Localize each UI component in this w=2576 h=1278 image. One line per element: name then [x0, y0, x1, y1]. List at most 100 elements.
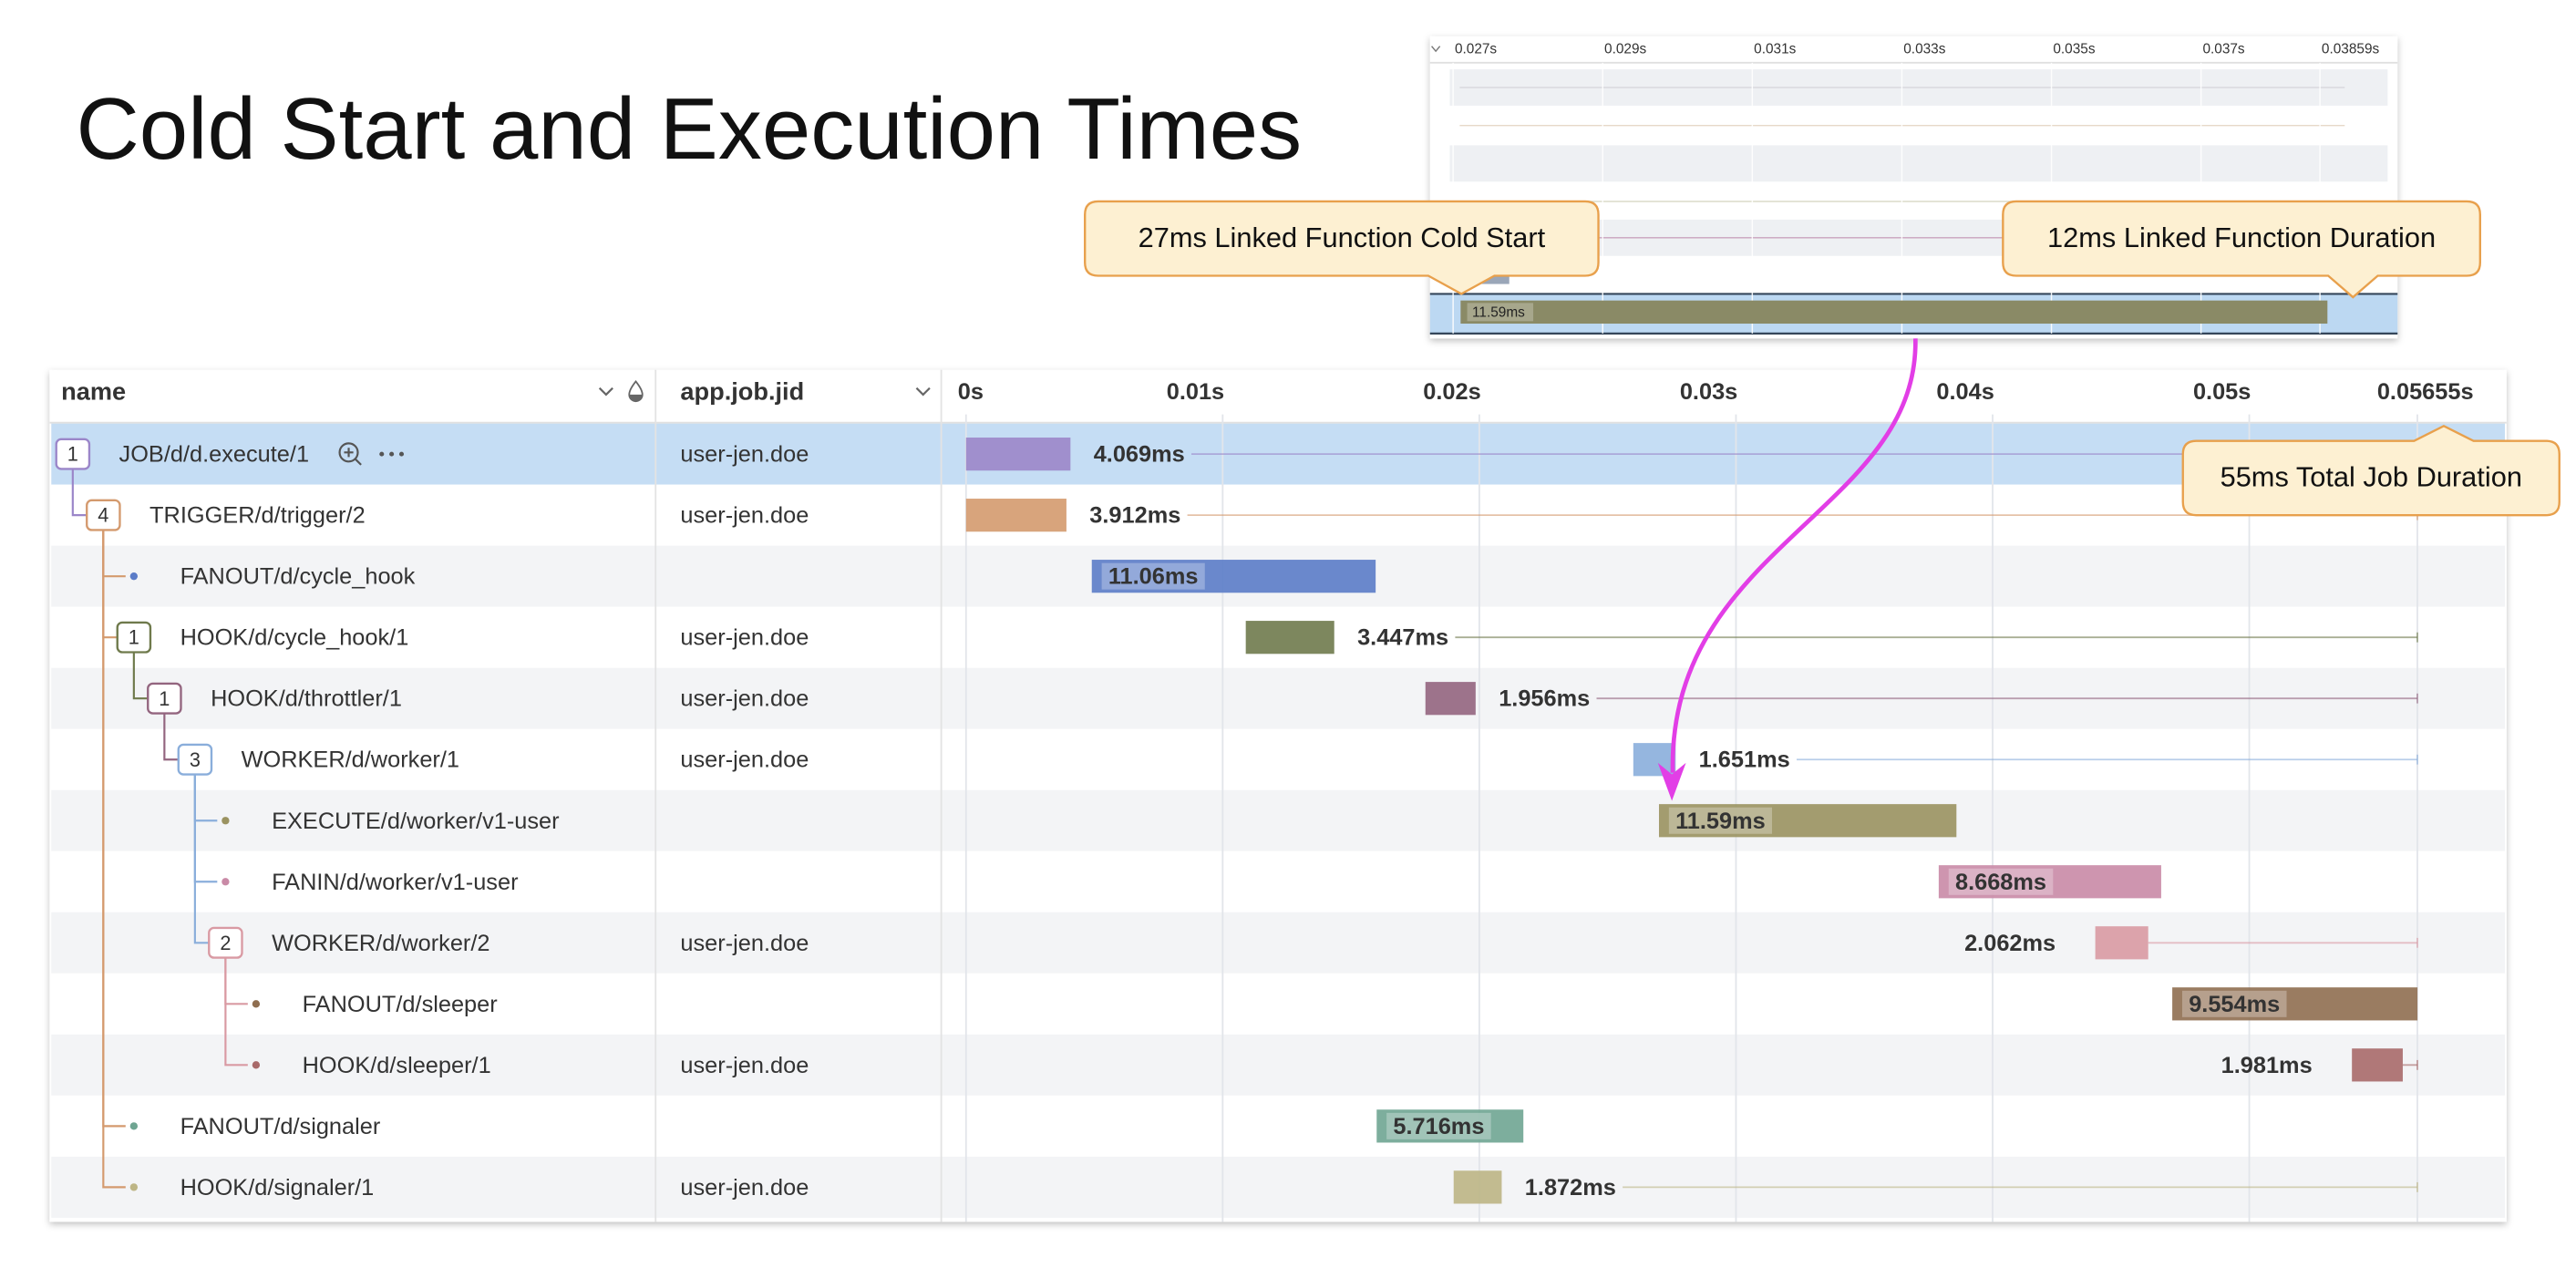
- span-label-bg: [1101, 562, 1205, 590]
- collapse-chevron: [1431, 46, 1441, 53]
- callout-box: [2002, 200, 2481, 299]
- leaf-dot: [129, 1122, 139, 1130]
- column-header[interactable]: app.job.jid: [680, 376, 804, 405]
- span-bar[interactable]: [2352, 1048, 2403, 1082]
- span-name[interactable]: WORKER/d/worker/2: [272, 931, 489, 956]
- more-icon-dot[interactable]: [379, 451, 385, 457]
- leaf-dot: [129, 1183, 139, 1191]
- span-duration-label: 8.668ms: [1955, 870, 2046, 895]
- span-duration-label: 2.062ms: [1964, 931, 2056, 956]
- more-icon-dot[interactable]: [398, 451, 405, 457]
- overview-span-bar: [1460, 300, 2328, 325]
- span-name[interactable]: FANOUT/d/cycle_hook: [180, 564, 416, 590]
- job-id: user-jen.doe: [680, 503, 809, 529]
- job-id: user-jen.doe: [680, 686, 809, 712]
- span-bar[interactable]: [2095, 926, 2148, 960]
- span-bar[interactable]: [1658, 804, 1957, 838]
- span-bar[interactable]: [1091, 560, 1376, 593]
- job-id: user-jen.doe: [680, 625, 809, 651]
- callout-text: 12ms Linked Function Duration: [2047, 222, 2436, 253]
- overview-tick-label: 0.027s: [1455, 41, 1497, 57]
- span-bar[interactable]: [2172, 987, 2418, 1021]
- leaf-dot: [222, 817, 230, 825]
- overview-span-label-bg: [1467, 303, 1534, 322]
- child-count-badge[interactable]: [147, 682, 182, 715]
- job-id: user-jen.doe: [680, 1175, 809, 1201]
- span-duration-label: 5.716ms: [1393, 1114, 1484, 1139]
- sort-chevron[interactable]: [598, 386, 613, 397]
- span-name[interactable]: HOOK/d/signaler/1: [180, 1175, 375, 1201]
- overview-tick-label: 0.037s: [2202, 41, 2244, 57]
- child-count-badge[interactable]: [55, 438, 91, 470]
- span-name[interactable]: HOOK/d/cycle_hook/1: [180, 625, 409, 651]
- span-duration-label: 4.069ms: [1094, 442, 1185, 468]
- pointer-arrow: [1670, 338, 1918, 773]
- row-bg[interactable]: [51, 1034, 2505, 1096]
- child-count-badge[interactable]: [177, 743, 213, 776]
- child-count-badge[interactable]: [116, 621, 152, 654]
- span-name[interactable]: HOOK/d/throttler/1: [211, 686, 402, 712]
- span-bar[interactable]: [1938, 865, 2161, 899]
- span-bar[interactable]: [1633, 743, 1676, 777]
- span-name[interactable]: EXECUTE/d/worker/v1-user: [272, 809, 560, 834]
- span-bar[interactable]: [1245, 621, 1334, 654]
- child-count: 1: [159, 687, 170, 710]
- callout-box: [1084, 200, 1600, 295]
- overview-tick-label: 0.035s: [2053, 41, 2095, 57]
- job-id: user-jen.doe: [680, 1053, 809, 1078]
- span-label-bg: [2181, 990, 2287, 1017]
- overview-panel: 0.027s 0.029s 0.031s 0.033s 0.035s 0.037s 0.03…: [1429, 36, 2398, 339]
- span-duration-label: 3.912ms: [1089, 503, 1180, 529]
- callout-text: 27ms Linked Function Cold Start: [1139, 222, 1546, 253]
- span-bar[interactable]: [1453, 1170, 1502, 1204]
- span-bar[interactable]: [1376, 1109, 1524, 1143]
- span-name[interactable]: HOOK/d/sleeper/1: [303, 1053, 491, 1078]
- span-duration-label: 3.447ms: [1357, 625, 1448, 651]
- span-label-bg: [1386, 1112, 1491, 1139]
- leaf-dot: [222, 878, 230, 886]
- span-bar[interactable]: [1425, 682, 1476, 716]
- child-count-badge[interactable]: [86, 499, 121, 531]
- annotations: 27ms Linked Function Cold Start 12ms Link…: [1084, 200, 2561, 801]
- leaf-dot: [129, 572, 139, 581]
- child-count: 1: [67, 443, 78, 466]
- job-id: user-jen.doe: [680, 442, 809, 468]
- child-count: 3: [190, 748, 201, 771]
- x-tick-label: 0.02s: [1423, 379, 1480, 405]
- row-bg[interactable]: [51, 1095, 2505, 1157]
- span-duration-label: 11.59ms: [1675, 809, 1766, 834]
- x-tick-label: 0.04s: [1936, 379, 1994, 405]
- span-name[interactable]: FANIN/d/worker/v1-user: [272, 870, 519, 895]
- child-count-badge[interactable]: [208, 926, 243, 959]
- span-name[interactable]: JOB/d/d.execute/1: [119, 442, 310, 468]
- span-duration-label: 1.651ms: [1699, 747, 1790, 773]
- span-bar[interactable]: [965, 499, 1066, 532]
- x-tick-label: 0.05s: [2193, 379, 2251, 405]
- more-icon-dot[interactable]: [389, 451, 395, 457]
- zoom-icon-parts: [344, 448, 362, 466]
- child-count: 4: [98, 504, 108, 527]
- x-tick-label: 0.05655s: [2377, 379, 2474, 405]
- span-duration-label: 1.981ms: [2221, 1053, 2313, 1078]
- row-bg[interactable]: [51, 789, 2505, 851]
- overview-tick-label: 0.031s: [1754, 41, 1796, 57]
- span-duration-label: 9.554ms: [2189, 992, 2280, 1017]
- span-duration-label: 1.872ms: [1525, 1175, 1616, 1201]
- callout-box: [2181, 425, 2561, 517]
- column-header[interactable]: name: [61, 376, 126, 405]
- leaf-dot: [252, 1000, 261, 1008]
- span-name[interactable]: TRIGGER/d/trigger/2: [149, 503, 366, 529]
- span-label-bg: [1668, 807, 1772, 834]
- span-name[interactable]: WORKER/d/worker/1: [242, 747, 459, 773]
- span-bar[interactable]: [965, 438, 1071, 471]
- span-name[interactable]: FANOUT/d/sleeper: [303, 992, 499, 1017]
- sort-chevron[interactable]: [915, 386, 931, 397]
- color-icon-fill: [629, 394, 643, 402]
- overview-tick-label: 0.029s: [1604, 41, 1646, 57]
- zoom-icon[interactable]: [338, 442, 359, 463]
- row-bg[interactable]: [51, 973, 2505, 1035]
- tree-connector: [163, 713, 179, 761]
- span-name[interactable]: FANOUT/d/signaler: [180, 1114, 381, 1139]
